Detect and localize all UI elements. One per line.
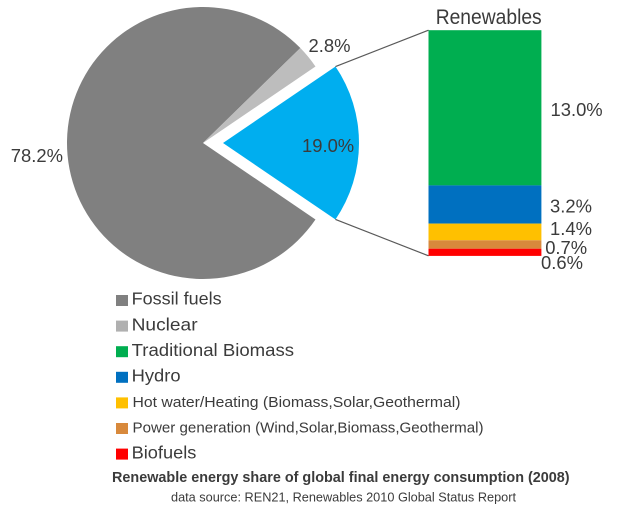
- svg-text:Renewable energy share of glob: Renewable energy share of global final e…: [112, 470, 570, 486]
- svg-text:78.2%: 78.2%: [11, 145, 63, 166]
- svg-text:data source: REN21, Renewables: data source: REN21, Renewables 2010 Glob…: [171, 490, 516, 505]
- svg-text:Biofuels: Biofuels: [132, 442, 197, 462]
- svg-text:Renewables: Renewables: [436, 6, 542, 29]
- svg-text:Hot water/Heating (Biomass,Sol: Hot water/Heating (Biomass,Solar,Geother…: [133, 394, 461, 411]
- svg-text:19.0%: 19.0%: [302, 135, 354, 156]
- svg-text:Hydro: Hydro: [132, 366, 181, 386]
- svg-text:Traditional Biomass: Traditional Biomass: [132, 340, 295, 360]
- svg-text:0.7%: 0.7%: [545, 237, 587, 258]
- svg-text:3.2%: 3.2%: [550, 196, 592, 217]
- svg-text:Power generation (Wind,Solar,B: Power generation (Wind,Solar,Biomass,Geo…: [133, 420, 484, 437]
- svg-text:1.4%: 1.4%: [550, 218, 592, 239]
- svg-text:Nuclear: Nuclear: [132, 314, 198, 334]
- svg-text:2.8%: 2.8%: [309, 35, 351, 56]
- svg-text:Fossil fuels: Fossil fuels: [132, 289, 222, 309]
- svg-text:0.6%: 0.6%: [541, 252, 583, 273]
- svg-text:13.0%: 13.0%: [551, 99, 603, 120]
